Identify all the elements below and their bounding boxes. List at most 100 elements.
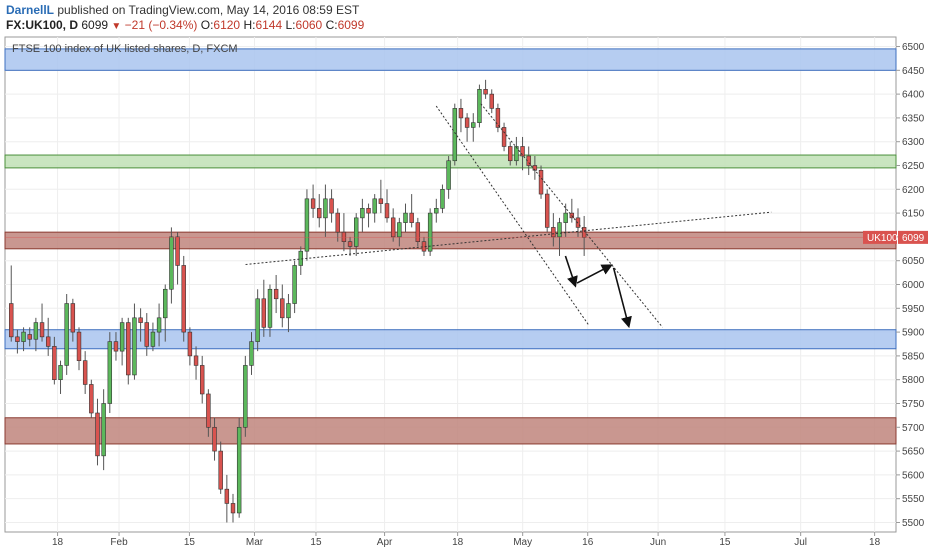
candle-body xyxy=(95,412,100,457)
candle-body xyxy=(9,303,14,338)
price-change: −21 (−0.34%) xyxy=(124,18,198,32)
candle-body xyxy=(119,322,125,352)
candle-body xyxy=(113,341,119,352)
candle-body xyxy=(27,334,32,340)
y-tick-label: 6450 xyxy=(902,66,925,77)
y-tick-label: 5700 xyxy=(902,423,925,434)
x-tick-label: 15 xyxy=(184,537,196,548)
y-tick-label: 5500 xyxy=(902,518,925,529)
candle-body xyxy=(267,288,273,328)
candle-body xyxy=(427,212,433,252)
candle-body xyxy=(224,488,230,504)
x-tick-label: 15 xyxy=(310,537,322,548)
candle-body xyxy=(415,222,421,242)
x-tick-label: Jun xyxy=(650,537,666,548)
x-tick-label: Apr xyxy=(377,537,393,548)
y-tick-label: 6300 xyxy=(902,137,925,148)
open-value: 6120 xyxy=(213,18,241,32)
candle-body xyxy=(446,160,451,190)
candle-body xyxy=(329,198,334,214)
candle-body xyxy=(187,331,193,357)
chart-header: DarnellL published on TradingView.com, M… xyxy=(0,0,932,36)
candle-body xyxy=(70,303,76,333)
zone-red xyxy=(4,417,897,445)
candle-body xyxy=(477,89,482,123)
candle-body xyxy=(551,227,556,238)
candle-body xyxy=(378,198,384,204)
candle-body xyxy=(452,108,457,162)
close-label: C: xyxy=(325,18,338,32)
candle-body xyxy=(64,303,69,366)
publish-line: DarnellL published on TradingView.com, M… xyxy=(6,3,359,17)
candle-body xyxy=(440,189,445,209)
candle-body xyxy=(206,393,211,428)
candle-body xyxy=(82,360,88,385)
y-tick-label: 5650 xyxy=(902,447,925,458)
candle-body xyxy=(538,169,544,195)
candle-body xyxy=(514,146,519,162)
candle-body xyxy=(273,288,279,300)
candle-body xyxy=(372,198,377,214)
candle-body xyxy=(458,108,464,119)
y-tick-label: 5850 xyxy=(902,351,925,362)
candle-body xyxy=(218,450,223,490)
y-tick-label: 6050 xyxy=(902,256,925,267)
candle-body xyxy=(483,89,488,95)
candle-body xyxy=(15,336,20,342)
candle-body xyxy=(76,331,82,361)
candle-body xyxy=(317,208,322,219)
annotations xyxy=(5,103,896,329)
y-tick-label: 5600 xyxy=(902,470,925,481)
candle-body xyxy=(163,288,168,319)
x-tick-label: 15 xyxy=(719,537,731,548)
x-axis: 18 Feb 15 Mar 15 Apr 18 May 16 Jun 15 Jul 18 xyxy=(52,532,881,548)
y-tick-label: 6400 xyxy=(902,90,925,101)
x-tick-label: May xyxy=(513,537,532,548)
y-tick-label: 5750 xyxy=(902,399,925,410)
candle-body xyxy=(397,222,402,238)
candle-body xyxy=(156,317,162,333)
symbol-tag-bg xyxy=(863,230,897,244)
author-link[interactable]: DarnellL xyxy=(6,3,55,17)
candle-body xyxy=(354,217,359,247)
candle-body xyxy=(39,322,45,338)
trendline-dotted xyxy=(245,211,772,266)
down-arrow-icon: ▼ xyxy=(111,21,122,32)
forecast-arrow xyxy=(576,264,613,284)
candle-body xyxy=(255,298,260,342)
y-tick-label: 6250 xyxy=(902,161,925,172)
open-label: O: xyxy=(200,18,214,32)
candles xyxy=(9,79,587,523)
y-tick-label: 5950 xyxy=(902,304,925,315)
candle-body xyxy=(175,236,180,266)
candle-body xyxy=(193,355,199,366)
y-tick-label: 5550 xyxy=(902,494,925,505)
x-tick-label: Mar xyxy=(246,537,264,548)
candle-body xyxy=(107,341,113,404)
candle-body xyxy=(495,108,501,128)
candle-body xyxy=(298,250,303,266)
candle-body xyxy=(144,322,149,347)
candle-body xyxy=(45,336,51,347)
candle-body xyxy=(508,146,513,162)
candle-body xyxy=(132,317,137,376)
candle-body xyxy=(280,298,285,319)
ohlc-line: FX:UK100, D 6099 ▼ −21 (−0.34%) O:6120 H… xyxy=(6,18,364,32)
price-chart[interactable]: 5500 5550 5600 5650 5700 5750 5800 5850 5900 5950… xyxy=(0,36,932,550)
candle-body xyxy=(304,198,310,252)
symbol-label[interactable]: FX:UK100, D xyxy=(6,18,79,32)
candle-body xyxy=(520,146,525,157)
candle-body xyxy=(150,331,156,347)
candle-body xyxy=(33,322,39,340)
y-tick-label: 6350 xyxy=(902,113,925,124)
y-tick-label: 5800 xyxy=(902,375,925,386)
candle-body xyxy=(138,317,143,323)
zones xyxy=(4,48,897,445)
trendline-dotted xyxy=(435,105,590,326)
close-value: 6099 xyxy=(337,18,365,32)
price-tag-bg xyxy=(898,230,928,244)
candle-body xyxy=(489,93,494,109)
chart-title: FTSE 100 index of UK listed shares, D, F… xyxy=(12,43,238,55)
x-tick-label: Feb xyxy=(110,537,128,548)
candle-body xyxy=(347,241,353,247)
